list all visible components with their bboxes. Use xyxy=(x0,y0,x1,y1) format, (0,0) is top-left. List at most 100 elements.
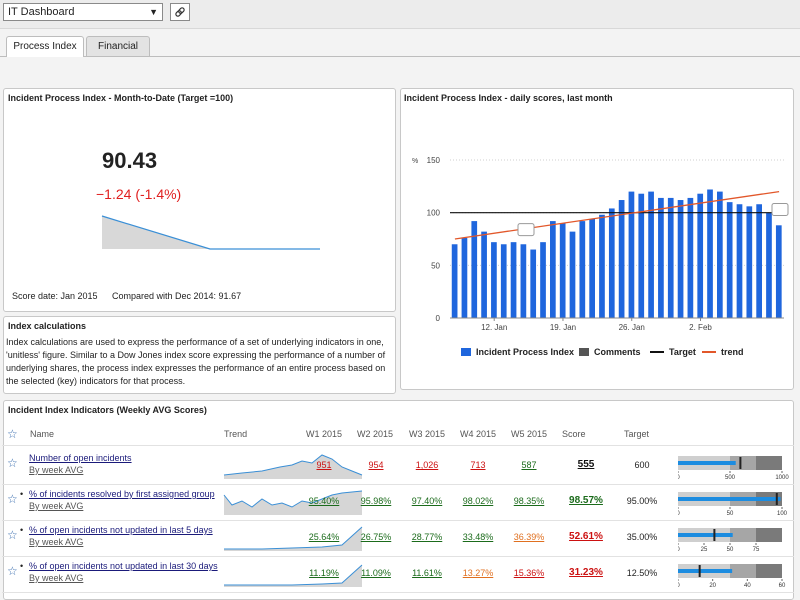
bullet-tick-label: 60 xyxy=(779,583,786,589)
week-value[interactable]: 97.40% xyxy=(411,496,443,506)
trend-sparkline xyxy=(223,454,363,479)
chart-bar xyxy=(481,231,487,318)
col-w5: W5 2015 xyxy=(511,429,548,439)
row-divider xyxy=(2,484,794,485)
indicator-score[interactable]: 31.23% xyxy=(569,567,603,578)
chart-trend-line xyxy=(454,190,780,240)
week-value[interactable]: 98.35% xyxy=(513,496,545,506)
chart-bar xyxy=(579,221,586,318)
indicator-name[interactable]: % of open incidents not updated in last … xyxy=(29,525,213,535)
chart-bar xyxy=(510,242,517,318)
chart-bar xyxy=(677,200,684,318)
week-value[interactable]: 713 xyxy=(470,460,486,470)
bullet-chart: 0 500 1000 xyxy=(678,456,789,481)
chart-y-tick-label: 150 xyxy=(427,156,441,165)
chart-bar xyxy=(559,223,566,318)
chart-bar xyxy=(491,242,497,318)
tab-process-index[interactable]: Process Index xyxy=(6,36,84,57)
indicator-target: 12.50% xyxy=(626,568,658,578)
bullet-actual-bar xyxy=(678,461,736,465)
dashboard-select[interactable]: IT Dashboard ▼ xyxy=(3,3,163,21)
chart-bar xyxy=(736,204,743,318)
week-value[interactable]: 587 xyxy=(521,460,537,470)
star-icon[interactable]: ☆ xyxy=(7,492,18,506)
calc-panel-title: Index calculations xyxy=(8,321,87,331)
week-value[interactable]: 954 xyxy=(368,460,384,470)
bullet-tick-label: 0 xyxy=(678,475,680,481)
star-icon[interactable]: ☆ xyxy=(7,564,18,578)
col-w4: W4 2015 xyxy=(460,429,497,439)
week-value[interactable]: 36.39% xyxy=(513,532,545,542)
indicator-score[interactable]: 52.61% xyxy=(569,531,603,542)
trend-sparkline-line xyxy=(224,564,363,586)
chart-bar xyxy=(746,206,753,318)
chart-bar xyxy=(608,208,615,318)
trend-sparkline xyxy=(224,526,363,551)
col-target: Target xyxy=(624,429,650,439)
week-value[interactable]: 1,026 xyxy=(415,460,439,470)
indicator-sub[interactable]: By week AVG xyxy=(29,573,84,583)
header-divider xyxy=(2,445,794,446)
trend-sparkline-area xyxy=(224,455,362,479)
bullet-actual-bar xyxy=(678,533,733,537)
bullet-icon: • xyxy=(20,489,24,499)
indicator-sub[interactable]: By week AVG xyxy=(29,501,84,511)
week-value[interactable]: 33.48% xyxy=(462,532,494,542)
legend-label-target: Target xyxy=(669,347,696,357)
col-name: Name xyxy=(30,429,55,439)
bullet-tick-label: 0 xyxy=(678,511,680,517)
indicator-name[interactable]: % of incidents resolved by first assigne… xyxy=(29,489,215,499)
indicator-name[interactable]: Number of open incidents xyxy=(29,453,132,463)
chart-bar xyxy=(628,191,635,318)
trend-sparkline-line xyxy=(223,490,363,508)
week-value[interactable]: 26.75% xyxy=(360,532,392,542)
week-value[interactable]: 11.09% xyxy=(361,568,391,578)
indicator-sub[interactable]: By week AVG xyxy=(29,537,84,547)
chart-bar xyxy=(530,249,537,318)
star-icon[interactable]: ☆ xyxy=(7,456,18,470)
trend-sparkline-line xyxy=(223,454,363,476)
bullet-tick-label: 50 xyxy=(727,547,734,553)
tab-financial[interactable]: Financial xyxy=(86,36,150,56)
calc-panel xyxy=(3,316,396,394)
week-value[interactable]: 11.19% xyxy=(309,568,339,578)
mtd-sparkline-line xyxy=(101,215,320,250)
link-button[interactable] xyxy=(170,3,190,21)
week-value[interactable]: 95.98% xyxy=(360,496,392,506)
week-value[interactable]: 11.61% xyxy=(412,568,442,578)
week-value[interactable]: 951 xyxy=(316,460,332,470)
bullet-chart: 0 25 50 75 xyxy=(678,528,782,553)
col-w1: W1 2015 xyxy=(306,429,343,439)
week-value[interactable]: 28.77% xyxy=(411,532,443,542)
legend-item-trend: trend xyxy=(702,347,744,357)
tab-bar: Process Index Financial xyxy=(0,36,800,57)
legend-item-index: Incident Process Index xyxy=(461,347,574,357)
week-value[interactable]: 98.02% xyxy=(462,496,494,506)
col-w3: W3 2015 xyxy=(409,429,446,439)
chart-bar xyxy=(461,237,468,318)
week-value[interactable]: 13.27% xyxy=(462,568,494,578)
legend-swatch-target xyxy=(650,351,664,353)
bullet-target-marker xyxy=(713,529,716,541)
star-icon[interactable]: ☆ xyxy=(7,528,18,542)
week-value[interactable]: 95.40% xyxy=(308,496,340,506)
chart-comment-marker xyxy=(517,223,535,237)
indicator-score[interactable]: 98.57% xyxy=(569,495,603,506)
chart-bar xyxy=(667,197,674,318)
week-value[interactable]: 25.64% xyxy=(308,532,340,542)
indicator-sub[interactable]: By week AVG xyxy=(29,465,84,475)
indicator-score[interactable]: 555 xyxy=(577,459,595,470)
bullet-tick-label: 40 xyxy=(744,583,751,589)
legend-label-index: Incident Process Index xyxy=(476,347,575,357)
chart-y-tick-label: 0 xyxy=(436,314,441,323)
mtd-score-date: Score date: Jan 2015 xyxy=(12,291,98,301)
star-all-icon[interactable]: ☆ xyxy=(7,427,18,441)
chart-bar xyxy=(451,244,458,318)
week-value[interactable]: 15.36% xyxy=(513,568,545,578)
trend-sparkline-area xyxy=(224,527,362,551)
indicator-name[interactable]: % of open incidents not updated in last … xyxy=(29,561,218,571)
indicator-target: 95.00% xyxy=(626,496,658,506)
chart-bar xyxy=(618,200,625,318)
bullet-target-marker xyxy=(775,493,778,505)
chart-x-tick-label: 19. Jan xyxy=(550,323,576,332)
